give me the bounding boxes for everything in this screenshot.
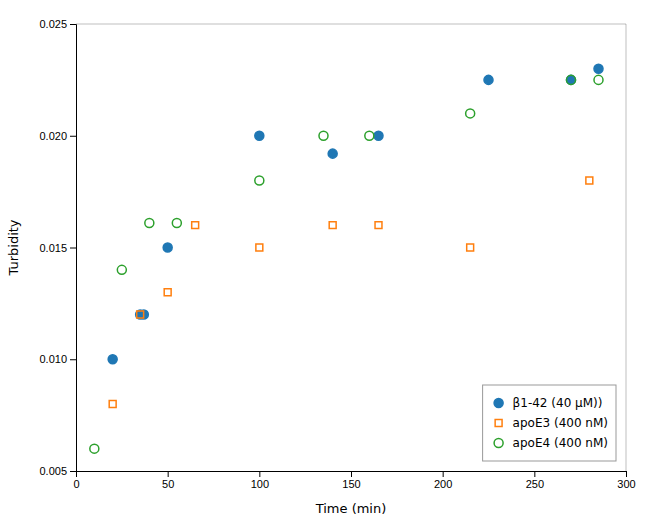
y-tick-mark	[70, 24, 76, 25]
point	[117, 265, 126, 274]
x-tick-label: 150	[342, 478, 360, 490]
point	[594, 75, 603, 84]
x-tick: 250	[526, 471, 544, 490]
x-tick: 100	[251, 471, 269, 490]
point	[365, 131, 374, 140]
y-tick: 0.025	[39, 18, 76, 30]
x-tick-label: 0	[73, 478, 79, 490]
series	[90, 75, 603, 453]
x-tick-mark	[443, 471, 444, 477]
y-tick-label: 0.020	[39, 130, 67, 142]
x-tick-label: 50	[162, 478, 174, 490]
point	[255, 176, 264, 185]
chart: 0501001502002503000.0050.0100.0150.0200.…	[0, 0, 650, 527]
point	[256, 244, 263, 251]
legend-entry: apoE4 (400 nM)	[494, 436, 608, 450]
x-tick: 150	[342, 471, 360, 490]
y-tick: 0.020	[39, 130, 76, 142]
x-tick-mark	[351, 471, 352, 477]
legend-symbol	[494, 398, 503, 407]
plot: 0501001502002503000.0050.0100.0150.0200.…	[39, 18, 635, 490]
point	[90, 444, 99, 453]
x-axis-line	[77, 472, 627, 478]
y-tick-label: 0.015	[39, 242, 67, 254]
x-axis: 0 50 100 150 200 250 300	[73, 471, 635, 490]
y-tick-mark	[70, 359, 76, 360]
y-tick-mark	[70, 248, 76, 249]
x-tick-label: 100	[251, 478, 269, 490]
point	[109, 400, 116, 407]
legend-symbol	[495, 420, 502, 427]
y-tick-mark	[70, 471, 76, 472]
point	[329, 222, 336, 229]
point	[108, 355, 117, 364]
legend-label: apoE3 (400 nM)	[513, 416, 608, 430]
y-tick-label: 0.025	[39, 18, 67, 30]
point	[172, 218, 181, 227]
point	[594, 64, 603, 73]
x-tick-label: 300	[617, 478, 635, 490]
frame	[76, 24, 626, 25]
point	[374, 131, 383, 140]
y-tick: 0.015	[39, 242, 76, 254]
x-tick: 300	[617, 471, 635, 490]
x-axis-title: Time (min)	[315, 501, 387, 516]
point	[586, 177, 593, 184]
legend-label: apoE4 (400 nM)	[513, 436, 608, 450]
point	[467, 244, 474, 251]
legend-entry: β1-42 (40 μM))	[494, 396, 602, 410]
point	[255, 131, 264, 140]
y-tick-label: 0.005	[39, 465, 67, 477]
y-tick: 0.005	[39, 465, 76, 477]
x-tick-label: 250	[526, 478, 544, 490]
legend-symbol	[494, 438, 503, 447]
x-tick-mark	[534, 471, 535, 477]
x-tick: 50	[162, 471, 174, 490]
y-axis-line	[70, 25, 77, 472]
point	[328, 149, 337, 158]
point	[319, 131, 328, 140]
x-tick-mark	[168, 471, 169, 477]
point	[145, 218, 154, 227]
point	[163, 243, 172, 252]
point	[137, 311, 144, 318]
point	[566, 75, 575, 84]
x-tick: 200	[434, 471, 452, 490]
point	[566, 75, 575, 84]
x-tick: 0	[73, 471, 79, 490]
x-tick-label: 200	[434, 478, 452, 490]
point	[192, 222, 199, 229]
y-tick-mark	[70, 136, 76, 137]
series	[109, 177, 593, 407]
x-tick-mark	[626, 471, 627, 477]
legend-label: β1-42 (40 μM))	[513, 396, 603, 410]
series	[108, 64, 603, 364]
x-tick-mark	[259, 471, 260, 477]
point	[375, 222, 382, 229]
y-tick: 0.010	[39, 353, 76, 365]
y-axis-title: Turbidity	[6, 219, 21, 276]
frame	[626, 24, 627, 471]
point	[484, 75, 493, 84]
point	[164, 289, 171, 296]
legend-box	[483, 385, 616, 461]
legend: β1-42 (40 μM)) apoE3 (400 nM) apoE4 (400 n…	[483, 385, 616, 461]
legend-entry: apoE3 (400 nM)	[495, 416, 608, 430]
y-axis: 0.005 0.010 0.015 0.020 0.025	[39, 18, 76, 477]
point	[466, 109, 475, 118]
y-tick-label: 0.010	[39, 353, 67, 365]
